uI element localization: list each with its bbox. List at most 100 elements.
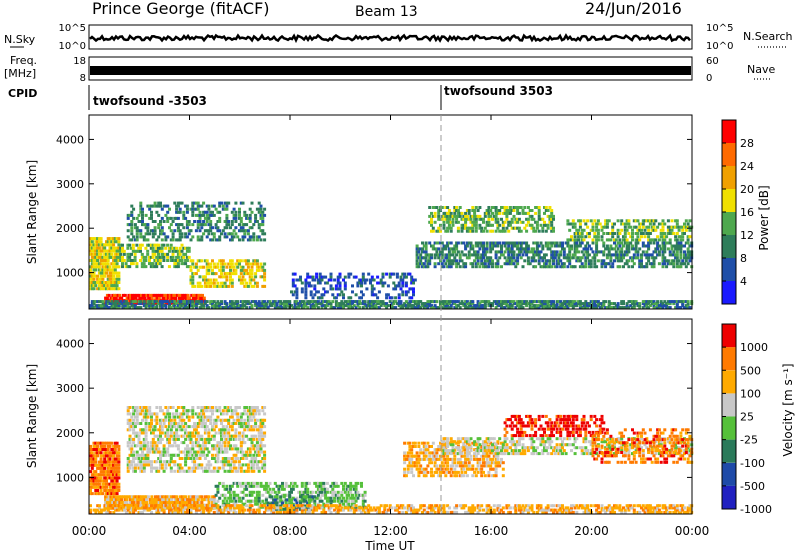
power-cell <box>248 281 252 285</box>
velocity-cell <box>200 409 204 413</box>
velocity-cell <box>200 437 204 441</box>
power-cell <box>261 306 265 310</box>
power-cell <box>401 290 405 294</box>
power-cell <box>108 265 112 269</box>
velocity-cell <box>128 412 132 416</box>
velocity-cell <box>157 469 161 473</box>
velocity-cell <box>229 425 232 429</box>
velocity-cell <box>200 415 204 419</box>
power-cell <box>110 306 114 310</box>
power-cell <box>424 244 428 248</box>
velocity-cell <box>164 501 168 504</box>
power-cell <box>150 213 153 217</box>
power-cell <box>176 252 180 256</box>
power-cell <box>123 300 127 304</box>
power-cell <box>474 306 478 310</box>
power-cell <box>107 293 111 297</box>
power-cell <box>645 302 649 306</box>
power-cell <box>205 210 209 214</box>
velocity-cell <box>129 498 132 502</box>
power-cell <box>686 253 690 257</box>
power-cell <box>238 213 241 217</box>
power-cell <box>552 250 555 254</box>
power-cell <box>119 246 123 250</box>
power-cell <box>570 247 573 251</box>
power-cell <box>248 262 252 266</box>
power-cell <box>548 259 552 263</box>
power-cell <box>668 253 672 257</box>
power-cell <box>686 300 690 304</box>
velocity-cell <box>105 460 108 464</box>
power-cell <box>101 265 105 269</box>
power-cell <box>541 247 545 251</box>
power-cell <box>203 216 207 220</box>
velocity-cell <box>96 466 100 470</box>
power-cell <box>153 306 157 310</box>
power-cell <box>449 220 453 224</box>
power-cell <box>196 259 200 263</box>
power-cell <box>607 262 611 266</box>
velocity-cell <box>103 454 107 458</box>
power-cell <box>239 201 243 205</box>
power-cell <box>674 306 678 310</box>
velocity-cell <box>171 453 175 457</box>
power-cell <box>584 259 588 263</box>
power-cell <box>449 229 453 233</box>
power-cell <box>447 209 451 212</box>
velocity-cell <box>157 437 161 441</box>
velocity-cell <box>105 489 108 492</box>
power-cell <box>562 302 566 306</box>
velocity-cell <box>112 451 116 455</box>
velocity-cell <box>161 503 165 507</box>
power-cell <box>130 213 134 217</box>
velocity-cell <box>106 441 110 445</box>
power-cell <box>607 304 611 308</box>
velocity-cell <box>128 428 132 432</box>
velocity-cell <box>176 444 180 448</box>
velocity-cell <box>184 428 188 432</box>
velocity-cell <box>160 409 164 413</box>
power-cell <box>209 302 213 306</box>
power-cell <box>573 247 577 251</box>
power-cell <box>248 220 252 223</box>
power-cell <box>433 300 437 304</box>
power-cell <box>119 252 123 256</box>
power-cell <box>99 274 103 278</box>
power-cell <box>622 300 625 304</box>
power-cell <box>212 278 216 282</box>
power-cell <box>532 253 536 257</box>
power-cell <box>587 232 591 235</box>
power-cell <box>234 220 238 223</box>
power-cell <box>221 265 225 269</box>
power-cell <box>451 253 455 257</box>
power-cell <box>623 250 627 254</box>
power-cell <box>508 250 512 254</box>
velocity-cell <box>133 463 137 467</box>
power-cell <box>616 232 620 235</box>
velocity-cell <box>180 422 184 425</box>
power-cell <box>250 306 254 310</box>
power-cell <box>178 259 182 262</box>
velocity-cell <box>207 501 211 504</box>
power-cell <box>372 304 376 308</box>
power-cell <box>419 306 423 310</box>
power-cell <box>115 277 119 281</box>
velocity-cell <box>194 457 198 460</box>
velocity-cell <box>128 447 132 451</box>
velocity-cell <box>189 498 193 502</box>
power-cell <box>392 300 396 304</box>
power-cell <box>480 217 484 221</box>
power-cell <box>568 247 572 251</box>
power-cell <box>550 217 554 221</box>
power-cell <box>110 243 114 247</box>
power-cell <box>440 306 444 310</box>
power-cell <box>358 296 362 300</box>
velocity-cell <box>152 506 156 510</box>
velocity-cell <box>150 415 153 419</box>
velocity-cell <box>141 431 144 435</box>
velocity-cell <box>211 457 214 460</box>
power-cell <box>184 259 188 262</box>
power-cell <box>647 247 651 251</box>
velocity-cell <box>189 441 193 445</box>
power-cell <box>444 300 448 304</box>
